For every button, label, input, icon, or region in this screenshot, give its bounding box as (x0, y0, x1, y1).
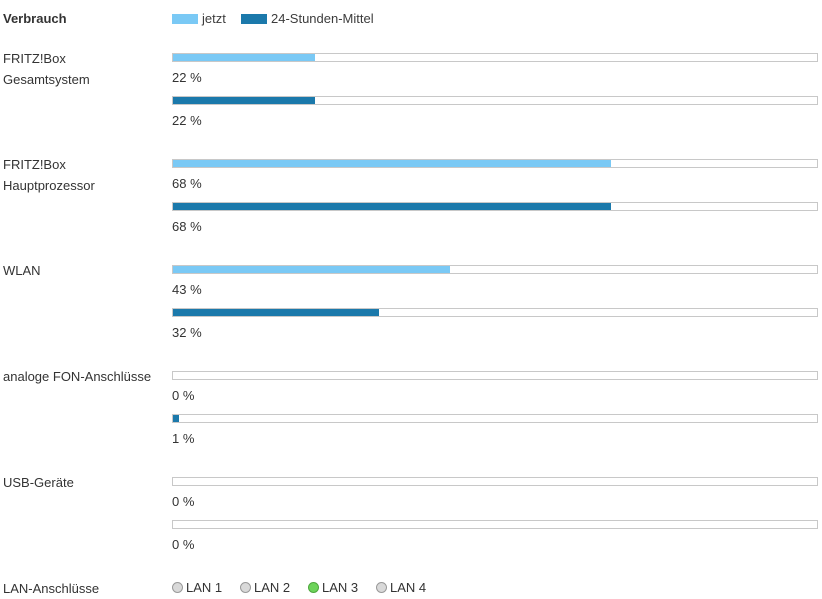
legend-avg-swatch (241, 14, 267, 24)
usage-row-label: analoge FON-Anschlüsse (3, 366, 168, 387)
usage-bar-now (172, 371, 818, 380)
lan-port-label: LAN 1 (186, 580, 223, 595)
usage-avg-percent: 1 % (172, 431, 195, 446)
status-dot-inactive-icon (240, 582, 251, 593)
usage-row-label: FRITZ!Box Hauptprozessor (3, 154, 168, 196)
lan-ports-label: LAN-Anschlüsse (3, 581, 100, 596)
lan-port-label: LAN 2 (254, 580, 291, 595)
usage-row-label-line: FRITZ!Box (3, 157, 66, 172)
legend-now-swatch (172, 14, 198, 24)
usage-row-label-line: Hauptprozessor (3, 178, 95, 193)
legend-now-label: jetzt (202, 11, 226, 26)
usage-bar-avg (172, 202, 818, 211)
status-dot-active-icon (308, 582, 319, 593)
usage-row-label: WLAN (3, 260, 168, 281)
usage-bar-avg-fill (173, 97, 315, 104)
usage-bar-avg-fill (173, 309, 380, 316)
section-title: Verbrauch (3, 11, 67, 26)
usage-now-percent: 22 % (172, 70, 202, 85)
usage-bar-avg (172, 520, 818, 529)
usage-bar-avg-fill (173, 203, 611, 210)
usage-row-label-line: analoge FON-Anschlüsse (3, 369, 152, 384)
usage-avg-percent: 68 % (172, 219, 202, 234)
usage-bar-now (172, 53, 818, 62)
usage-row-label: USB-Geräte (3, 472, 168, 493)
usage-row-label: FRITZ!Box Gesamtsystem (3, 48, 168, 90)
usage-bar-avg (172, 414, 818, 423)
usage-bar-now (172, 265, 818, 274)
usage-bar-now (172, 477, 818, 486)
lan-port-label: LAN 3 (322, 580, 359, 595)
usage-bar-now-fill (173, 54, 315, 61)
usage-now-percent: 43 % (172, 282, 202, 297)
status-dot-inactive-icon (376, 582, 387, 593)
usage-avg-percent: 32 % (172, 325, 202, 340)
usage-row-label-line: USB-Geräte (3, 475, 74, 490)
status-dot-inactive-icon (172, 582, 183, 593)
usage-now-percent: 0 % (172, 388, 195, 403)
usage-now-percent: 0 % (172, 494, 195, 509)
legend-avg-label: 24-Stunden-Mittel (271, 11, 374, 26)
usage-row-label-line: Gesamtsystem (3, 72, 90, 87)
usage-bar-now (172, 159, 818, 168)
usage-bar-avg-fill (173, 415, 180, 422)
usage-bar-avg (172, 308, 818, 317)
usage-avg-percent: 22 % (172, 113, 202, 128)
usage-avg-percent: 0 % (172, 537, 195, 552)
usage-header: Verbrauch jetzt 24-Stunden-Mittel (3, 10, 819, 28)
usage-bar-now-fill (173, 160, 611, 167)
usage-row-label-line: WLAN (3, 263, 41, 278)
lan-port-label: LAN 4 (390, 580, 427, 595)
usage-bar-avg (172, 96, 818, 105)
lan-ports-row: LAN-Anschlüsse LAN 1 LAN 2 LAN 3 LAN 4 (0, 580, 822, 598)
usage-bar-now-fill (173, 266, 450, 273)
usage-row-label-line: FRITZ!Box (3, 51, 66, 66)
usage-now-percent: 68 % (172, 176, 202, 191)
